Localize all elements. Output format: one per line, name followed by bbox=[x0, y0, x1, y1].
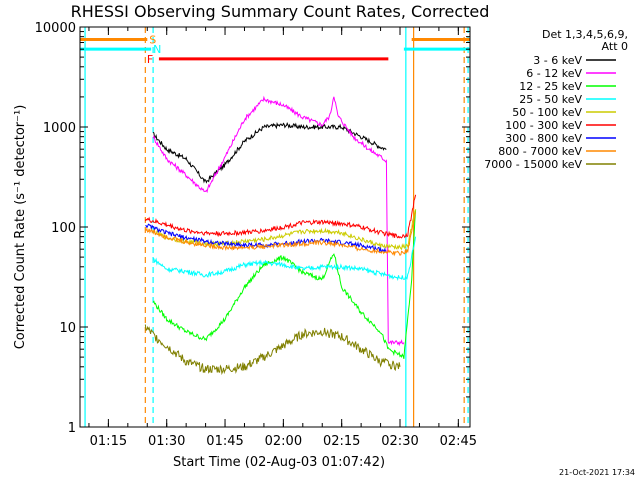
x-tick-label: 02:45 bbox=[440, 434, 477, 449]
mode-label-F: F bbox=[147, 53, 153, 66]
y-tick-label: 1000 bbox=[43, 121, 76, 136]
x-tick-label: 02:30 bbox=[381, 434, 418, 449]
series-line-9 bbox=[144, 324, 401, 376]
series-line-8 bbox=[144, 212, 417, 257]
mode-label-N: N bbox=[153, 43, 161, 56]
y-tick-label: 10000 bbox=[35, 21, 76, 36]
x-axis-label: Start Time (02-Aug-03 01:07:42) bbox=[173, 455, 385, 470]
x-tick-label: 02:15 bbox=[323, 434, 360, 449]
series-line-2 bbox=[152, 95, 405, 347]
legend-label: 25 - 50 keV bbox=[519, 93, 582, 106]
y-tick-label: 1 bbox=[68, 421, 76, 436]
footer-date: 21-Oct-2021 17:34 bbox=[559, 468, 635, 477]
x-tick-label: 01:15 bbox=[90, 434, 127, 449]
legend-label: 50 - 100 keV bbox=[512, 106, 582, 119]
series-line-4 bbox=[152, 236, 417, 282]
y-tick-label: 10 bbox=[59, 321, 76, 336]
x-tick-label: 01:45 bbox=[206, 434, 243, 449]
x-tick-label: 01:30 bbox=[148, 434, 185, 449]
legend-header-line-2: Att 0 bbox=[602, 40, 628, 53]
legend-label: 7000 - 15000 keV bbox=[484, 158, 582, 171]
legend-label: 6 - 12 keV bbox=[526, 67, 582, 80]
y-axis-label: Corrected Count Rate (s⁻¹ detector⁻¹) bbox=[13, 105, 28, 350]
y-tick-label: 100 bbox=[51, 221, 76, 236]
legend-label: 800 - 7000 keV bbox=[498, 145, 582, 158]
legend-label: 3 - 6 keV bbox=[533, 54, 582, 67]
legend-header-line-1: Det 1,3,4,5,6,9, bbox=[542, 28, 628, 41]
legend-label: 100 - 300 keV bbox=[505, 119, 582, 132]
series-line-7 bbox=[145, 223, 387, 254]
legend-label: 12 - 25 keV bbox=[519, 80, 582, 93]
y-axis: 1 10 100 1000 10000 bbox=[35, 21, 470, 436]
chart-title: RHESSI Observing Summary Count Rates, Co… bbox=[71, 2, 490, 21]
series-line-6 bbox=[144, 194, 417, 239]
legend-label: 300 - 800 keV bbox=[505, 132, 582, 145]
x-axis: 01:15 01:30 01:45 02:00 02:15 02:30 02:45 bbox=[88, 27, 477, 449]
series-line-3 bbox=[152, 209, 417, 360]
plot-area: SNF bbox=[80, 27, 470, 427]
mode-label-S: S bbox=[149, 33, 156, 46]
series-line-5 bbox=[152, 209, 417, 251]
x-tick-label: 02:00 bbox=[265, 434, 302, 449]
